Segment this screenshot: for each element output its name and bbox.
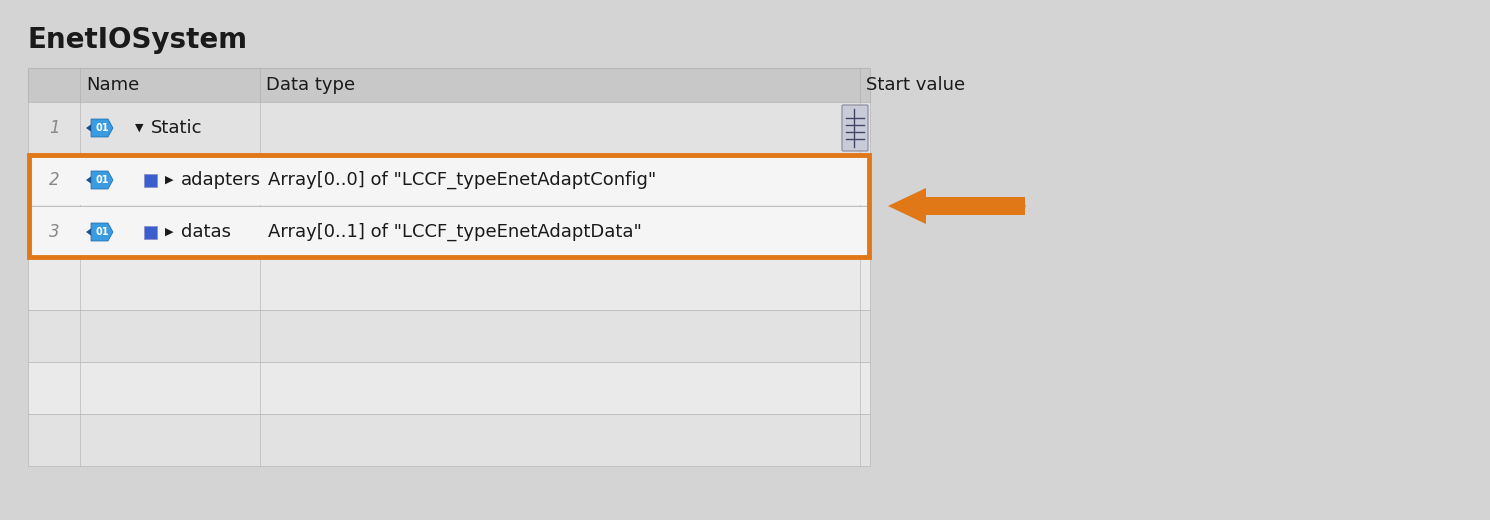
Bar (28, 68, 870, 102)
Text: adapters: adapters (180, 171, 261, 189)
Bar (143, 174, 156, 187)
Text: Static: Static (150, 119, 203, 137)
Bar (28, 310, 870, 362)
Polygon shape (86, 124, 91, 132)
Polygon shape (888, 188, 925, 224)
Polygon shape (86, 228, 91, 236)
Text: ▼: ▼ (136, 123, 143, 133)
Text: ▶: ▶ (164, 227, 173, 237)
Polygon shape (91, 171, 113, 189)
Bar (28, 362, 870, 414)
Text: 01: 01 (95, 123, 109, 133)
Bar (28, 414, 870, 466)
Bar (28, 155, 869, 257)
Bar (28, 207, 869, 257)
Text: Start value: Start value (866, 76, 966, 94)
Text: Name: Name (86, 76, 139, 94)
Text: 3: 3 (49, 223, 60, 241)
Bar (28, 155, 869, 205)
Text: 01: 01 (95, 227, 109, 237)
FancyBboxPatch shape (842, 105, 869, 151)
Text: 2: 2 (49, 171, 60, 189)
Bar (28, 258, 870, 310)
Text: 01: 01 (95, 175, 109, 185)
Text: datas: datas (180, 223, 231, 241)
Text: EnetIOSystem: EnetIOSystem (28, 26, 249, 54)
Bar (28, 154, 870, 206)
Text: Data type: Data type (267, 76, 355, 94)
Polygon shape (91, 119, 113, 137)
Text: ▶: ▶ (164, 175, 173, 185)
Polygon shape (91, 223, 113, 241)
Bar (143, 226, 156, 239)
Bar (28, 102, 870, 154)
Bar (925, 197, 1025, 215)
Text: Array[0..0] of "LCCF_typeEnetAdaptConfig": Array[0..0] of "LCCF_typeEnetAdaptConfig… (268, 171, 656, 189)
Bar (28, 206, 870, 258)
Polygon shape (86, 176, 91, 184)
Text: 1: 1 (49, 119, 60, 137)
Text: Array[0..1] of "LCCF_typeEnetAdaptData": Array[0..1] of "LCCF_typeEnetAdaptData" (268, 223, 642, 241)
